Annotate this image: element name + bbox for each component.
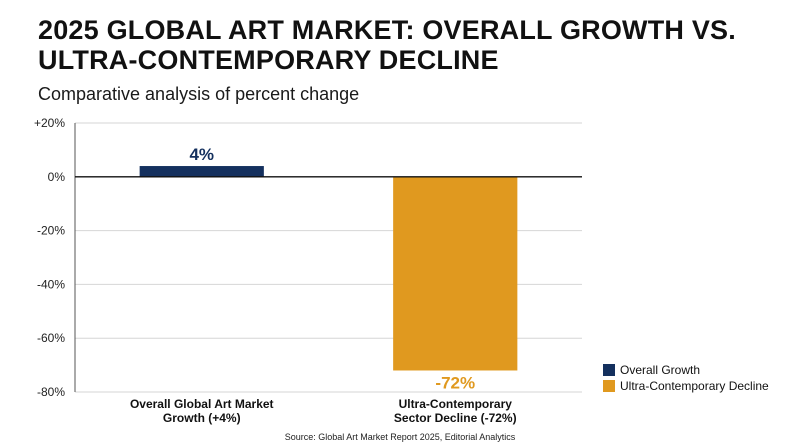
- y-tick-label: -60%: [37, 331, 65, 345]
- y-tick-label: -40%: [37, 277, 65, 291]
- legend-item-overall-growth: Overall Growth: [603, 362, 769, 378]
- legend-item-ultra-contemporary-decline: Ultra-Contemporary Decline: [603, 378, 769, 394]
- y-tick-label: +20%: [34, 116, 65, 130]
- chart-title: 2025 GLOBAL ART MARKET: OVERALL GROWTH V…: [38, 15, 736, 75]
- legend-swatch-overall-growth: [603, 364, 615, 376]
- bar-ultra-contemporary-decline: [393, 176, 518, 371]
- legend: Overall Growth Ultra-Contemporary Declin…: [603, 362, 769, 394]
- category-label: Sector Decline (-72%): [394, 411, 517, 425]
- chart-subtitle: Comparative analysis of percent change: [38, 84, 360, 104]
- data-label: 4%: [189, 145, 214, 164]
- legend-label: Overall Growth: [620, 363, 701, 377]
- y-axis-ticks: +20% 0% -20% -40% -60% -80%: [34, 116, 65, 399]
- y-tick-label: -80%: [37, 385, 65, 399]
- legend-label: Ultra-Contemporary Decline: [620, 379, 769, 393]
- source-note: Source: Global Art Market Report 2025, E…: [284, 432, 516, 442]
- y-tick-label: 0%: [48, 170, 66, 184]
- bar-overall-growth: [139, 166, 264, 177]
- y-tick-label: -20%: [37, 224, 65, 238]
- data-labels: 4% -72%: [189, 145, 475, 392]
- category-label: Growth (+4%): [163, 411, 241, 425]
- category-label: Overall Global Art Market: [130, 397, 274, 411]
- legend-swatch-ultra-contemporary-decline: [603, 380, 615, 392]
- bars: [139, 166, 518, 371]
- category-label: Ultra-Contemporary: [399, 397, 513, 411]
- data-label: -72%: [435, 373, 475, 392]
